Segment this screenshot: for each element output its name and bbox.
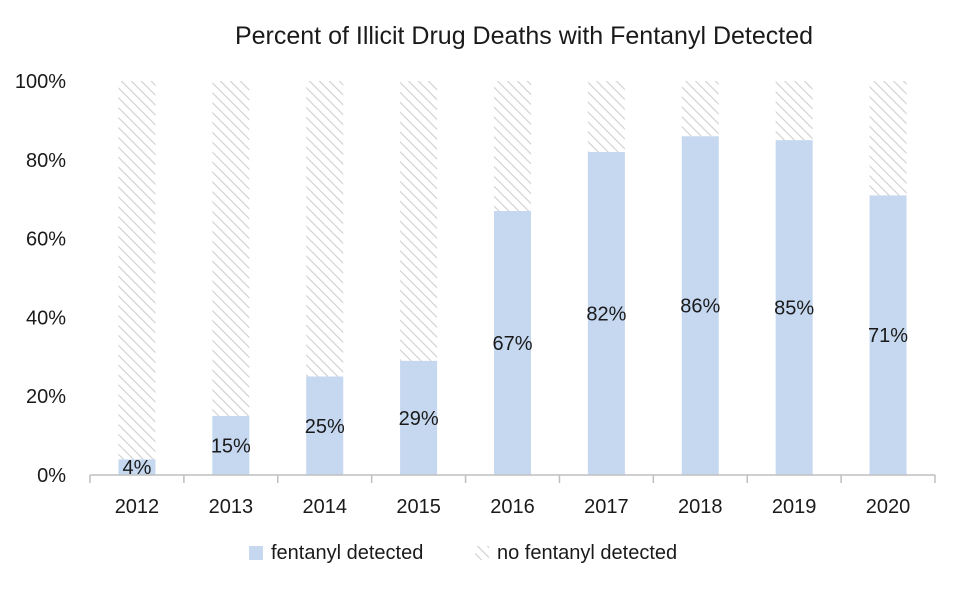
bars-group	[118, 81, 907, 476]
x-tick-label: 2012	[115, 496, 160, 518]
data-label: 67%	[492, 333, 532, 355]
legend: fentanyl detected no fentanyl detected	[249, 542, 677, 564]
legend-swatch-no-fentanyl-detected	[475, 546, 489, 560]
bar-fentanyl-detected	[494, 211, 531, 475]
x-tick-label: 2014	[302, 496, 347, 518]
bar-no-fentanyl-detected	[587, 81, 625, 152]
bar-no-fentanyl-detected	[400, 81, 438, 361]
bar-no-fentanyl-detected	[212, 81, 250, 416]
bar-no-fentanyl-detected	[775, 81, 813, 141]
y-tick-label: 0%	[37, 465, 66, 487]
data-label: 15%	[211, 435, 251, 457]
legend-swatch-fentanyl-detected	[249, 546, 263, 560]
x-axis: 2012 2013 2014 2015 2016 2017 2018 2019 2020	[89, 475, 936, 518]
data-label: 25%	[305, 416, 345, 438]
data-label: 4%	[122, 457, 151, 479]
bar-no-fentanyl-detected	[869, 81, 907, 196]
bar-no-fentanyl-detected	[681, 81, 719, 137]
x-tick-label: 2018	[678, 496, 723, 518]
bar-fentanyl-detected	[306, 376, 344, 475]
legend-label-fentanyl-detected: fentanyl detected	[271, 542, 423, 564]
x-tick-label: 2015	[396, 496, 441, 518]
y-tick-label: 20%	[26, 386, 66, 408]
bar-fentanyl-detected	[118, 459, 156, 475]
bar-fentanyl-detected	[869, 195, 907, 475]
bar-fentanyl-detected	[212, 415, 250, 475]
x-tick-label: 2020	[866, 496, 911, 518]
y-tick-label: 40%	[26, 307, 66, 329]
bar-fentanyl-detected	[587, 151, 625, 476]
y-tick-label: 100%	[15, 71, 66, 93]
chart-title: Percent of Illicit Drug Deaths with Fent…	[235, 22, 813, 50]
bar-fentanyl-detected	[775, 140, 813, 475]
legend-label-no-fentanyl-detected: no fentanyl detected	[497, 542, 677, 564]
y-tick-label: 60%	[26, 229, 66, 251]
y-axis: 0% 20% 40% 60% 80% 100%	[15, 71, 66, 487]
data-label: 29%	[399, 408, 439, 430]
data-label: 82%	[586, 303, 626, 325]
data-label: 71%	[868, 325, 908, 347]
y-tick-label: 80%	[26, 150, 66, 172]
x-tick-label: 2013	[209, 496, 254, 518]
data-labels-group: 4% 15% 25% 29% 67% 82% 86% 85% 71%	[122, 296, 908, 480]
x-tick-label: 2019	[772, 496, 817, 518]
bar-no-fentanyl-detected	[494, 81, 531, 212]
bar-no-fentanyl-detected	[306, 81, 344, 377]
bar-fentanyl-detected	[681, 136, 719, 475]
bar-no-fentanyl-detected	[118, 81, 156, 460]
x-tick-label: 2017	[584, 496, 629, 518]
data-label: 85%	[774, 298, 814, 320]
bar-fentanyl-detected	[400, 360, 438, 475]
data-label: 86%	[680, 296, 720, 318]
x-tick-label: 2016	[490, 496, 535, 518]
